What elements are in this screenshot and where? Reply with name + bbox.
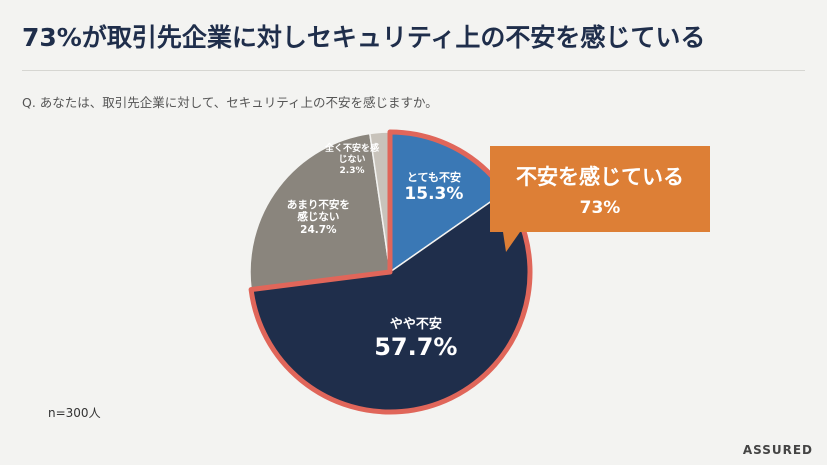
category-name: やや不安 <box>389 316 442 332</box>
title: 73%が取引先企業に対しセキュリティ上の不安を感じている <box>22 23 706 52</box>
callout-value: 73% <box>580 198 621 218</box>
value-label: 24.7% <box>300 223 337 236</box>
slice-label: とても不安 15.3% <box>384 171 484 205</box>
sample-size: n=300人 <box>48 406 101 420</box>
slice-label: 全く不安を感じない 2.3% <box>324 144 380 176</box>
callout-label: 不安を感じている <box>516 165 684 189</box>
highlight-outline <box>248 129 533 415</box>
pie-slice <box>249 132 391 291</box>
category-name: 全く不安を感じない <box>324 143 379 165</box>
category-name: あまり不安を感じない <box>286 198 350 224</box>
slice-label: あまり不安を感じない 24.7% <box>283 199 353 237</box>
callout-box <box>490 146 710 252</box>
logo: ASSURED <box>742 443 813 457</box>
value-label: 2.3% <box>339 165 365 176</box>
slice-label: やや不安 57.7% <box>366 317 466 361</box>
value-label: 15.3% <box>404 184 464 205</box>
question: Q. あなたは、取引先企業に対して、セキュリティ上の不安を感じますか。 <box>22 95 438 110</box>
divider <box>22 70 805 71</box>
category-name: とても不安 <box>406 170 461 184</box>
value-label: 57.7% <box>374 332 458 361</box>
